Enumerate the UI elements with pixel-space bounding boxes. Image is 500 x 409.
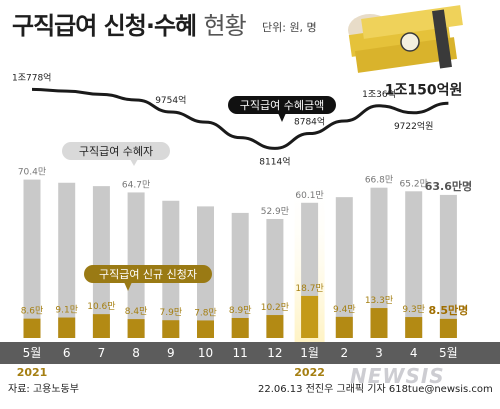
month-label: 5월 [439,346,458,360]
recipients-bar [231,212,249,338]
legend-applicants-pointer [124,282,132,291]
applicants-bar [231,317,249,338]
recipients-label: 70.4만 [18,167,46,178]
month-label: 9 [167,346,175,360]
money-stack-icon [348,5,463,73]
recipients-bar [58,182,76,338]
recipients-bar [23,179,41,338]
recipients-bar [370,187,388,338]
chart-title-suffix: 현황 [203,12,246,40]
recipients-label: 64.7만 [122,179,150,190]
month-label: 12 [267,346,282,360]
applicants-bar [370,308,388,338]
recipients-bar [92,186,110,338]
applicants-bar [58,317,76,338]
applicants-bar [197,320,214,338]
amount-line [31,87,449,150]
applicants-label: 13.3만 [365,295,393,306]
recipients-bar [439,194,457,338]
recipients-label: 60.1만 [295,190,323,201]
applicants-label: 18.7만 [295,283,323,294]
source-label: 자료: 고용노동부 [8,384,79,395]
month-axis-band [0,342,500,364]
applicants-bar [162,320,180,338]
applicants-label: 7.9만 [160,307,183,318]
applicants-label: 8.4만 [125,306,148,317]
chart-title: 구직급여 신청·수혜 현황 [12,12,247,40]
year-label: 2022 [294,366,325,379]
applicants-label: 9.3만 [402,304,425,315]
legend-applicants-box [84,265,212,283]
amount-label: 1조150억원 [385,82,463,98]
legend-recipients-pointer [130,159,138,166]
credit-label: 22.06.13 전진우 그래픽 기자 618tue@newsis.com [258,384,493,395]
month-label: 2 [340,346,348,360]
applicants-bar [405,317,423,338]
legend-amount-text: 구직급여 수혜금액 [240,99,324,112]
applicants-bar [266,315,284,338]
legend-applicants-text: 구직급여 신규 신청자 [99,268,197,281]
amount-label: 8784억 [294,116,325,128]
recipients-label: 65.2만 [400,178,428,189]
applicants-label: 10.6만 [87,301,115,312]
amount-label: 9754억 [155,94,186,106]
applicants-bar [301,295,319,338]
legend-amount-pointer [278,113,286,122]
recipients-label: 66.8만 [365,175,393,186]
legend-amount-box [228,96,336,114]
unit-label: 단위: 원, 명 [262,21,317,34]
amount-label: 1조778억 [12,71,51,83]
legend-amount: 구직급여 수혜금액 [228,96,336,122]
recipients-bar [266,218,284,338]
recipients-label: 63.6만명 [425,179,472,193]
month-label: 1월 [300,346,319,360]
month-label: 10 [198,346,213,360]
legend-applicants: 구직급여 신규 신청자 [84,265,212,291]
legend-recipients-box [62,142,170,160]
year-label: 2021 [17,366,48,379]
recipients-bar [405,191,423,338]
month-label: 4 [410,346,418,360]
amount-label: 1조36억 [362,88,396,100]
applicants-bar [335,316,353,338]
month-label: 8 [132,346,140,360]
month-label: 11 [233,346,248,360]
applicants-label: 9.4만 [333,304,356,315]
applicants-label: 10.2만 [261,302,289,313]
applicants-bar [439,318,457,338]
applicants-bar [92,314,110,338]
legend-recipients: 구직급여 수혜자 [62,142,170,166]
applicants-label: 7.8만 [194,307,217,318]
applicants-label: 8.6만 [21,306,44,317]
month-label: 3 [375,346,383,360]
month-label: 6 [63,346,71,360]
applicants-label: 9.1만 [55,305,78,316]
applicants-label: 8.5만명 [429,303,469,317]
amount-label: 8114억 [259,155,290,167]
watermark: NEWSIS [350,364,445,388]
applicants-bar [23,318,41,338]
month-label: 5월 [23,346,42,360]
applicants-label: 8.9만 [229,305,252,316]
applicants-bar [127,319,145,338]
recipients-bar [335,197,353,338]
month-label: 7 [98,346,106,360]
legend-recipients-text: 구직급여 수혜자 [79,145,153,158]
amount-label: 9722억원 [394,120,433,132]
recipients-label: 52.9만 [261,206,289,217]
